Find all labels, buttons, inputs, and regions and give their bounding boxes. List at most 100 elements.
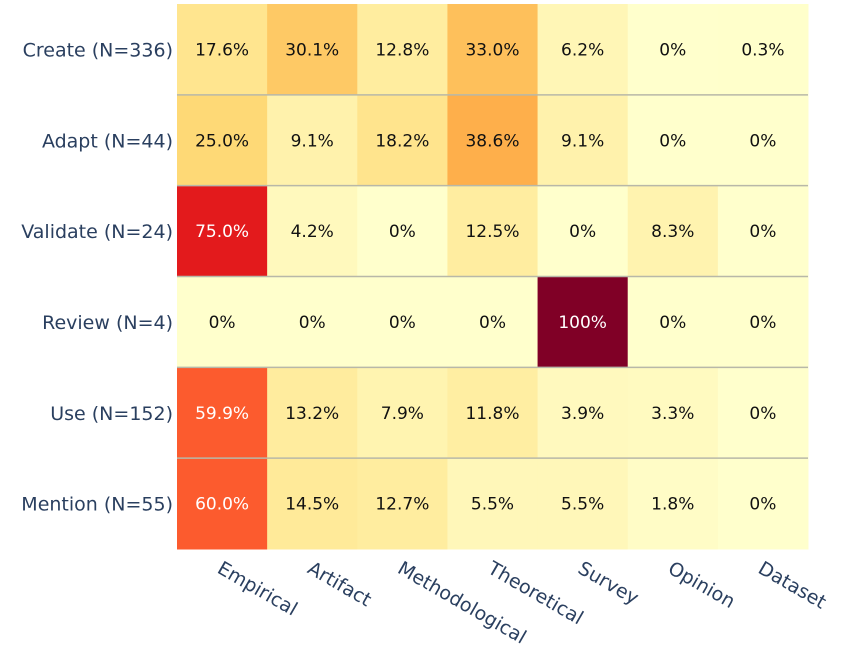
heatmap-cell — [627, 4, 719, 96]
heatmap-cell — [357, 458, 448, 550]
cell-value-label: 0% — [749, 131, 776, 151]
row-dividers — [177, 94, 808, 459]
cell-labels: 17.6% 30.1% 12.8% 33.0% 6.2% 0% 0.3% 25.0% 9.1% 1… — [195, 40, 784, 514]
cell-value-label: 0% — [389, 313, 416, 333]
y-tick-label: Use (N=152) — [50, 403, 173, 425]
heatmap-cell — [357, 367, 448, 459]
heatmap-cell — [447, 367, 539, 459]
y-axis-ticks: Create (N=336) Adapt (N=44) Validate (N=24… — [21, 39, 173, 515]
heatmap-cell — [717, 367, 809, 459]
heatmap-cell — [267, 458, 358, 550]
cell-value-label: 14.5% — [285, 495, 339, 515]
heatmap-cell — [537, 185, 629, 277]
heatmap-cell — [627, 276, 719, 368]
cell-value-label: 11.8% — [465, 404, 519, 424]
heatmap-cell — [537, 276, 629, 368]
heatmap-cell — [267, 185, 358, 277]
heatmap-cell — [177, 185, 268, 277]
heatmap-cell — [537, 4, 629, 96]
cell-value-label: 7.9% — [381, 404, 424, 424]
cell-value-label: 12.5% — [465, 222, 519, 242]
heatmap-cell — [267, 367, 358, 459]
cell-value-label: 100% — [558, 313, 607, 333]
heatmap-cell — [627, 94, 719, 187]
heatmap-cell — [537, 94, 629, 187]
y-tick-label: Validate (N=24) — [21, 221, 173, 243]
heatmap-cell — [357, 276, 448, 368]
cell-value-label: 5.5% — [561, 495, 604, 515]
cell-value-label: 0% — [749, 313, 776, 333]
heatmap-cell — [627, 185, 719, 277]
cell-value-label: 5.5% — [471, 495, 514, 515]
cell-value-label: 4.2% — [291, 222, 334, 242]
heatmap-cell — [717, 458, 809, 550]
heatmap-cell — [717, 276, 809, 368]
cell-value-label: 0% — [749, 404, 776, 424]
cell-value-label: 9.1% — [561, 131, 604, 151]
cell-value-label: 0% — [659, 40, 686, 60]
x-tick-label: Dataset — [754, 557, 829, 613]
x-axis-ticks: Empirical Artifact MethodologicalTheoretic… — [214, 557, 830, 649]
heatmap-cell — [717, 4, 809, 96]
heatmap-cell — [267, 4, 358, 96]
cell-value-label: 0% — [389, 222, 416, 242]
cell-value-label: 8.3% — [651, 222, 694, 242]
cell-value-label: 25.0% — [195, 131, 249, 151]
cell-value-label: 0% — [749, 222, 776, 242]
cell-value-label: 0% — [749, 495, 776, 515]
cell-value-label: 75.0% — [195, 222, 249, 242]
cell-value-label: 0% — [659, 313, 686, 333]
heatmap-cell — [627, 367, 719, 459]
x-tick-label: Empirical — [214, 557, 301, 620]
cell-value-label: 18.2% — [375, 131, 429, 151]
cell-value-label: 3.3% — [651, 404, 694, 424]
y-tick-label: Mention (N=55) — [21, 494, 173, 516]
cell-value-label: 0% — [209, 313, 236, 333]
x-tick-label: Artifact — [304, 557, 375, 611]
heatmap-cell — [177, 367, 268, 459]
heatmap-cell — [537, 367, 629, 459]
cell-value-label: 38.6% — [465, 131, 519, 151]
cell-value-label: 60.0% — [195, 495, 249, 515]
cell-value-label: 0% — [299, 313, 326, 333]
heatmap-cells — [177, 4, 809, 550]
heatmap-cell — [267, 94, 358, 187]
heatmap-cell — [717, 94, 809, 187]
heatmap-cell — [717, 185, 809, 277]
y-tick-label: Adapt (N=44) — [42, 130, 173, 152]
cell-value-label: 12.7% — [375, 495, 429, 515]
y-tick-label: Review (N=4) — [42, 312, 173, 334]
cell-value-label: 0.3% — [741, 40, 784, 60]
heatmap-cell — [357, 94, 448, 187]
cell-value-label: 33.0% — [465, 40, 519, 60]
cell-value-label: 9.1% — [291, 131, 334, 151]
cell-value-label: 17.6% — [195, 40, 249, 60]
y-tick-label: Create (N=336) — [23, 39, 173, 61]
cell-value-label: 1.8% — [651, 495, 694, 515]
heatmap-cell — [357, 4, 448, 96]
heatmap-cell — [177, 4, 268, 96]
cell-value-label: 0% — [479, 313, 506, 333]
cell-value-label: 12.8% — [375, 40, 429, 60]
x-tick-label: Survey — [574, 557, 642, 609]
cell-value-label: 3.9% — [561, 404, 604, 424]
heatmap-cell — [627, 458, 719, 550]
heatmap-cell — [447, 94, 539, 187]
cell-value-label: 0% — [659, 131, 686, 151]
heatmap-cell — [447, 458, 539, 550]
x-tick-label: Opinion — [664, 557, 738, 613]
cell-value-label: 0% — [569, 222, 596, 242]
cell-value-label: 13.2% — [285, 404, 339, 424]
heatmap-cell — [447, 276, 539, 368]
heatmap-cell — [447, 4, 539, 96]
heatmap-cell — [267, 276, 358, 368]
heatmap-cell — [537, 458, 629, 550]
heatmap-cell — [177, 276, 268, 368]
heatmap-cell — [447, 185, 539, 277]
heatmap-cell — [357, 185, 448, 277]
heatmap-cell — [177, 458, 268, 550]
cell-value-label: 30.1% — [285, 40, 339, 60]
heatmap-cell — [177, 94, 268, 187]
cell-value-label: 6.2% — [561, 40, 604, 60]
